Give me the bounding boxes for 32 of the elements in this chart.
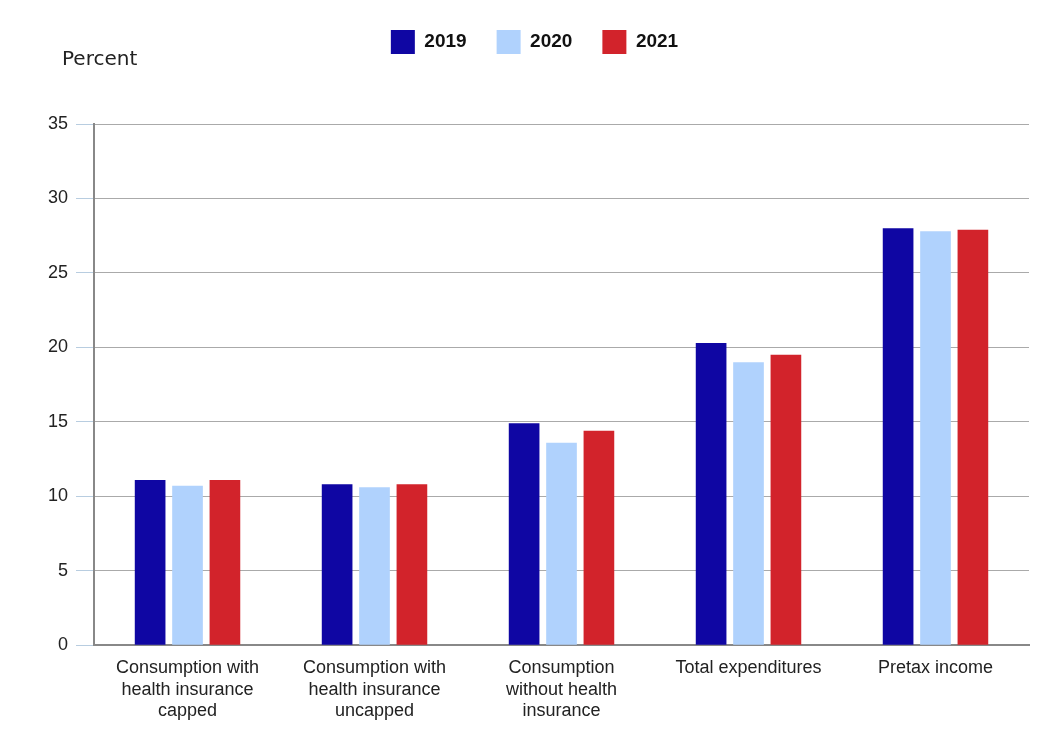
bar	[957, 229, 989, 645]
bar	[172, 485, 203, 645]
y-axis-title: Percent	[62, 46, 138, 70]
bar	[770, 354, 802, 645]
legend-label: 2019	[424, 30, 467, 52]
bar	[508, 423, 540, 645]
y-tick-label: 35	[47, 112, 69, 133]
bar	[321, 484, 353, 645]
x-tick-label: Total expenditures	[675, 656, 822, 677]
y-tick-label: 15	[47, 410, 69, 431]
bar	[209, 479, 241, 645]
y-tick-label: 10	[47, 485, 69, 506]
y-tick-label: 20	[47, 336, 69, 357]
legend-label: 2020	[530, 30, 573, 52]
bar	[882, 228, 914, 645]
x-tick-label: Pretax income	[877, 656, 994, 677]
x-tick-label: Consumption with health insurance uncapped	[302, 656, 447, 721]
y-tick-label: 30	[47, 187, 69, 208]
legend-label: 2021	[635, 30, 679, 52]
y-tick-label: 5	[58, 559, 69, 580]
bar	[396, 484, 428, 645]
y-tick-label: 25	[47, 261, 69, 282]
bar	[733, 362, 764, 645]
bar	[546, 442, 577, 645]
bar	[583, 430, 615, 645]
bar	[920, 231, 951, 645]
y-tick-label: 0	[58, 634, 69, 655]
bar	[134, 479, 166, 645]
x-tick-label: Consumption with health insurance capped	[115, 656, 260, 721]
bar	[695, 342, 727, 645]
x-tick-label: Consumption without health insurance	[504, 656, 618, 721]
bar	[359, 487, 390, 645]
